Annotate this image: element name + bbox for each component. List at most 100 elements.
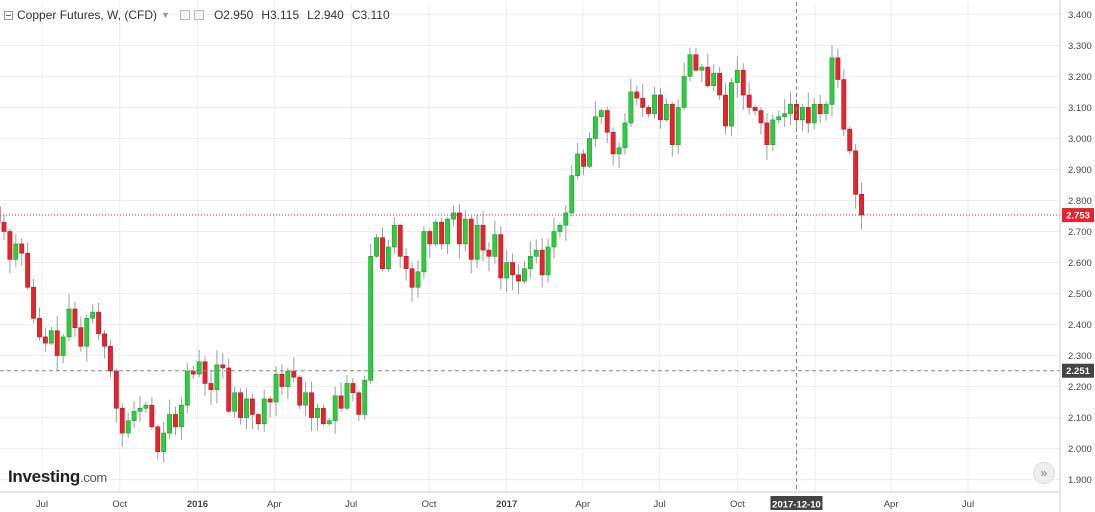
candle-body [770, 119, 776, 145]
candle-body [7, 231, 13, 260]
settings-icon[interactable] [179, 10, 190, 20]
candle-body [137, 407, 143, 412]
candle-body [764, 122, 770, 145]
candle-body [817, 104, 823, 114]
candle-body [433, 221, 439, 245]
candle-body [397, 224, 403, 257]
candle-body [184, 370, 190, 406]
candle-body [332, 395, 338, 421]
candle-body [829, 57, 835, 105]
candle-body [734, 69, 740, 83]
candle-body [113, 370, 119, 409]
y-tick-label: 2.000 [1068, 444, 1092, 455]
candle-body [545, 246, 551, 276]
candle-body [634, 91, 640, 99]
candle-body [681, 76, 687, 108]
candle-body [587, 138, 592, 167]
x-tick-label: Jul [36, 499, 48, 510]
close-icon[interactable] [193, 10, 204, 20]
candle-body [244, 398, 249, 418]
y-tick-label: 3.100 [1068, 103, 1092, 114]
price-axis[interactable]: 1.900 2.000 2.100 2.200 2.300 2.400 2.500 2.600… [1059, 0, 1094, 512]
instrument-title[interactable]: Copper Futures, W, (CFD) [17, 8, 158, 22]
x-tick-label: Oct [422, 499, 437, 510]
candle-body [37, 318, 42, 338]
candle-body [309, 392, 314, 418]
candle-body [232, 392, 238, 412]
investing-logo: Investing.com [8, 467, 107, 487]
time-axis[interactable]: JulOct2016AprJulOct2017AprJulOct18AprJul… [0, 491, 1060, 511]
candle-body [693, 54, 699, 71]
y-tick-label: 2.400 [1068, 320, 1092, 331]
candle-body [522, 268, 527, 282]
candle-body [616, 147, 622, 155]
chart-overlays [0, 2, 1060, 492]
candle-body [705, 66, 711, 87]
candle-body [78, 327, 84, 347]
candle-body [853, 150, 859, 195]
candle-body [374, 237, 380, 257]
candle-body [161, 432, 167, 452]
candle-body [581, 153, 587, 167]
scroll-to-latest-button[interactable]: » [1033, 462, 1055, 484]
candle-body [658, 94, 663, 121]
y-tick-label: 3.200 [1068, 72, 1092, 83]
candle-body [859, 193, 864, 216]
candle-body [717, 73, 723, 96]
candle-body [119, 407, 125, 434]
candle-body [516, 274, 521, 282]
y-tick-label: 2.900 [1068, 165, 1092, 176]
x-tick-label: Apr [575, 499, 590, 510]
candle-body [48, 330, 54, 344]
y-tick-label: 2.800 [1068, 196, 1092, 207]
x-tick-label: Oct [112, 499, 127, 510]
x-tick-label: 2017 [496, 499, 517, 510]
candle-body [326, 420, 332, 425]
close-value: C3.110 [351, 8, 390, 22]
candle-body [427, 231, 433, 245]
candle-body [155, 426, 161, 452]
candle-body [66, 308, 72, 338]
candle-body [794, 104, 799, 121]
candle-body [628, 91, 634, 124]
candle-body [782, 113, 788, 118]
candle-body [226, 367, 232, 412]
y-tick-label: 2.300 [1068, 351, 1092, 362]
candle-body [238, 392, 243, 418]
x-tick-label: Apr [884, 499, 899, 510]
candle-body [72, 308, 78, 328]
candle-body [149, 404, 155, 428]
candle-body [569, 175, 575, 214]
candle-body [823, 104, 829, 114]
candle-body [675, 107, 681, 145]
candle-body [13, 243, 19, 260]
candle-body [758, 110, 764, 124]
candle-body [303, 392, 309, 406]
candle-body [279, 373, 285, 387]
chevron-down-icon[interactable]: ▼ [161, 10, 170, 20]
candle-body [131, 411, 137, 421]
candle-body [746, 94, 752, 108]
candle-body [610, 131, 616, 155]
candle-body [42, 336, 48, 344]
candle-body [533, 249, 539, 257]
candle-body [646, 107, 652, 114]
candle-body [167, 414, 173, 434]
candle-body [102, 333, 107, 347]
candle-body [776, 116, 782, 121]
candle-body [320, 407, 326, 425]
candle-body [841, 79, 847, 130]
candle-body [196, 361, 202, 375]
logo-suffix: .com [79, 470, 107, 485]
candle-body [356, 392, 362, 415]
candle-body [575, 153, 581, 176]
candle-body [788, 104, 794, 114]
collapse-legend-icon[interactable] [4, 10, 13, 20]
candle-body [557, 224, 563, 232]
high-value: H3.115 [261, 8, 300, 22]
candle-body [699, 66, 705, 71]
crosshair-price-tag [1062, 363, 1094, 378]
candlestick-series [0, 44, 864, 463]
candle-body [498, 234, 504, 279]
